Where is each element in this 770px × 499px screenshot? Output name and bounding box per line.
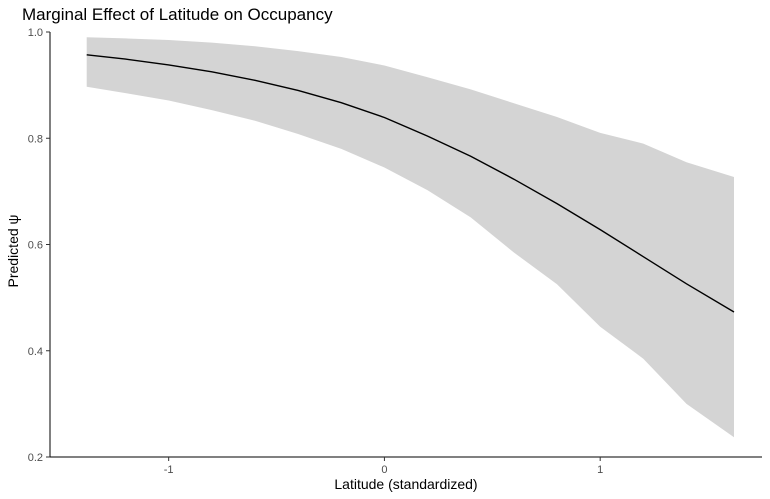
y-tick-label: 0.2	[28, 452, 43, 464]
plot-area	[86, 37, 735, 438]
y-tick-label: 0.8	[28, 133, 43, 145]
x-tick-label: 0	[381, 464, 387, 476]
x-tick-label: 1	[597, 464, 603, 476]
x-axis-ticks: -1 0 1	[164, 457, 603, 476]
chart-title: Marginal Effect of Latitude on Occupancy	[22, 5, 333, 24]
x-axis-label: Latitude (standardized)	[334, 476, 477, 492]
fit-line	[86, 54, 735, 313]
y-tick-label: 0.6	[28, 240, 43, 252]
y-tick-label: 1.0	[28, 27, 43, 39]
y-axis-ticks: 0.2 0.4 0.6 0.8 1.0	[28, 27, 50, 464]
y-tick-label: 0.4	[28, 346, 43, 358]
x-tick-label: -1	[164, 464, 174, 476]
confidence-band	[86, 37, 734, 438]
y-axis-label: Predicted ψ	[5, 214, 21, 287]
